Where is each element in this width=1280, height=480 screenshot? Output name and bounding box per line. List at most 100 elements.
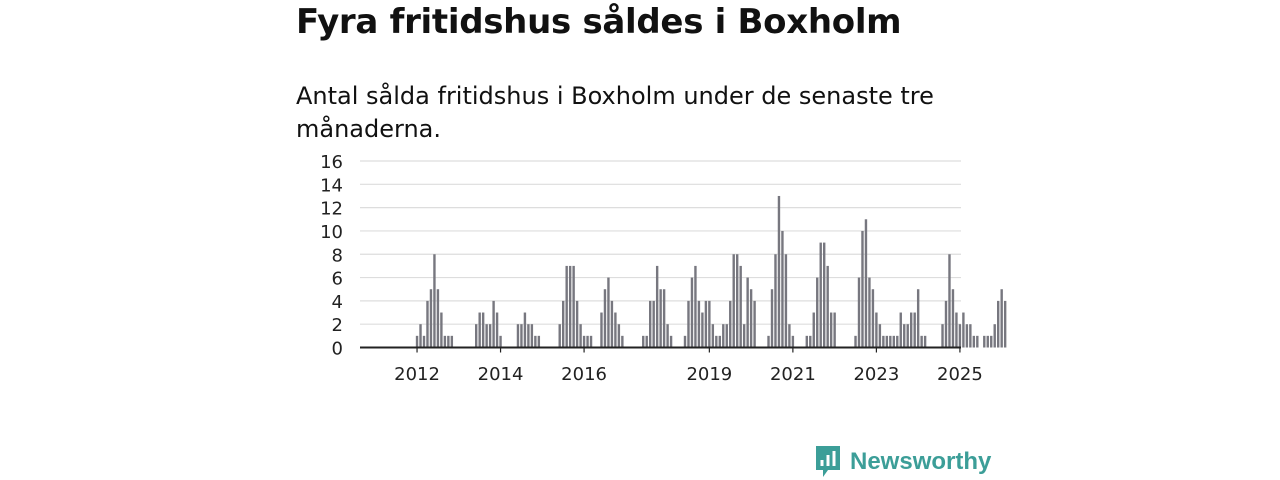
bar [892, 335, 895, 348]
bar [725, 324, 728, 348]
bar [896, 335, 899, 348]
bar [478, 312, 481, 348]
bar [976, 335, 979, 348]
bar [516, 324, 520, 348]
bar [422, 335, 426, 348]
bar [906, 324, 909, 348]
y-tick-label: 12 [320, 199, 343, 220]
bar [913, 312, 916, 348]
bar [475, 324, 478, 348]
bar [732, 254, 735, 348]
bar [944, 300, 948, 348]
bar [537, 335, 541, 348]
y-tick-label: 14 [320, 175, 343, 196]
bar [742, 324, 746, 348]
y-tick-label: 8 [332, 245, 343, 266]
bar [889, 335, 892, 348]
bar [941, 324, 944, 348]
bar [659, 289, 662, 348]
bar [788, 324, 791, 348]
bar [955, 312, 958, 348]
bar [990, 335, 993, 348]
bar [899, 312, 902, 348]
bar [777, 195, 781, 348]
bar [704, 300, 708, 348]
bar [781, 230, 784, 348]
data-label: 4 [1007, 0, 1018, 5]
bar [481, 312, 485, 348]
brand: Newsworthy [814, 444, 991, 480]
bar [746, 277, 749, 348]
bar [568, 265, 572, 348]
bar [520, 324, 523, 348]
bar [662, 289, 666, 348]
bar [923, 335, 927, 348]
bar [534, 335, 537, 348]
bar [617, 324, 621, 348]
bar [530, 324, 534, 348]
bar [499, 335, 502, 348]
bar [579, 324, 582, 348]
x-axis-labels: 2012 2014 2016 2019 2021 2023 2025 [394, 364, 983, 385]
bar [819, 242, 822, 348]
x-axis [360, 346, 961, 353]
bar [739, 265, 742, 348]
chart-title: Fyra fritidshus såldes i Boxholm [296, 2, 902, 42]
bar [864, 219, 868, 348]
annotations: 4 [1007, 0, 1018, 5]
bar [523, 312, 527, 348]
y-tick-label: 10 [320, 222, 343, 243]
bar [826, 265, 829, 348]
bar [649, 300, 652, 348]
bar [562, 300, 565, 348]
bar [816, 277, 819, 348]
bar [833, 312, 836, 348]
bar-chart-logo-icon [816, 446, 840, 477]
x-tick-label: 2014 [478, 364, 524, 385]
bar [450, 335, 454, 348]
bar [447, 335, 450, 348]
bar [645, 335, 648, 348]
bar [969, 324, 972, 348]
bar [910, 312, 913, 348]
bar [1000, 289, 1003, 348]
bar [965, 324, 969, 348]
bar [586, 335, 589, 348]
bar [621, 335, 624, 348]
bar [575, 300, 579, 348]
bar [753, 300, 756, 348]
gridlines [360, 160, 961, 325]
y-tick-label: 6 [332, 269, 343, 290]
bar [829, 312, 833, 348]
bar [736, 254, 739, 348]
bar [715, 335, 718, 348]
bar [809, 335, 812, 348]
bar [861, 230, 864, 348]
chart-subtitle: Antal sålda fritidshus i Boxholm under d… [296, 82, 934, 143]
bar [986, 335, 989, 348]
bar [767, 335, 770, 348]
bar [920, 335, 923, 348]
x-tick-label: 2016 [561, 364, 607, 385]
x-tick-label: 2025 [937, 364, 983, 385]
bar [878, 324, 882, 348]
bar [694, 265, 697, 348]
bar [433, 254, 436, 348]
bar [997, 300, 1000, 348]
bar [614, 312, 617, 348]
bar [701, 312, 704, 348]
bar [885, 335, 889, 348]
bar [882, 335, 885, 348]
x-tick-label: 2023 [853, 364, 899, 385]
bar [993, 324, 996, 348]
bar [690, 277, 694, 348]
bar [603, 289, 607, 348]
bar [857, 277, 861, 348]
bar [983, 335, 986, 348]
bar [948, 254, 951, 348]
bar [805, 335, 808, 348]
bar [440, 312, 443, 348]
bar [868, 277, 871, 348]
y-tick-label: 4 [332, 292, 343, 313]
